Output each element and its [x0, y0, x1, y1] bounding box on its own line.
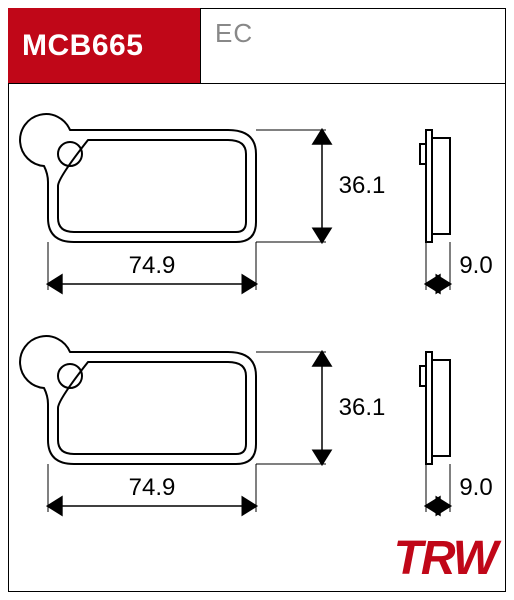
dim-thickness-1: 9.0 [459, 474, 492, 502]
diagram-svg [8, 84, 506, 592]
brand-logo: TRW [394, 531, 496, 586]
header: MCB665 EC [8, 8, 506, 84]
dim-width-1: 74.9 [129, 474, 176, 502]
dim-height-1: 36.1 [339, 394, 386, 422]
dim-width-0: 74.9 [129, 252, 176, 280]
header-code-box: MCB665 [8, 8, 200, 83]
dim-thickness-0: 9.0 [459, 252, 492, 280]
variant-code: EC [215, 18, 253, 49]
product-code: MCB665 [22, 29, 143, 63]
technical-diagram: 36.1 74.9 9.0 36.1 74.9 9.0 [8, 84, 506, 592]
header-variant-box: EC [200, 8, 506, 83]
dim-height-0: 36.1 [339, 172, 386, 200]
